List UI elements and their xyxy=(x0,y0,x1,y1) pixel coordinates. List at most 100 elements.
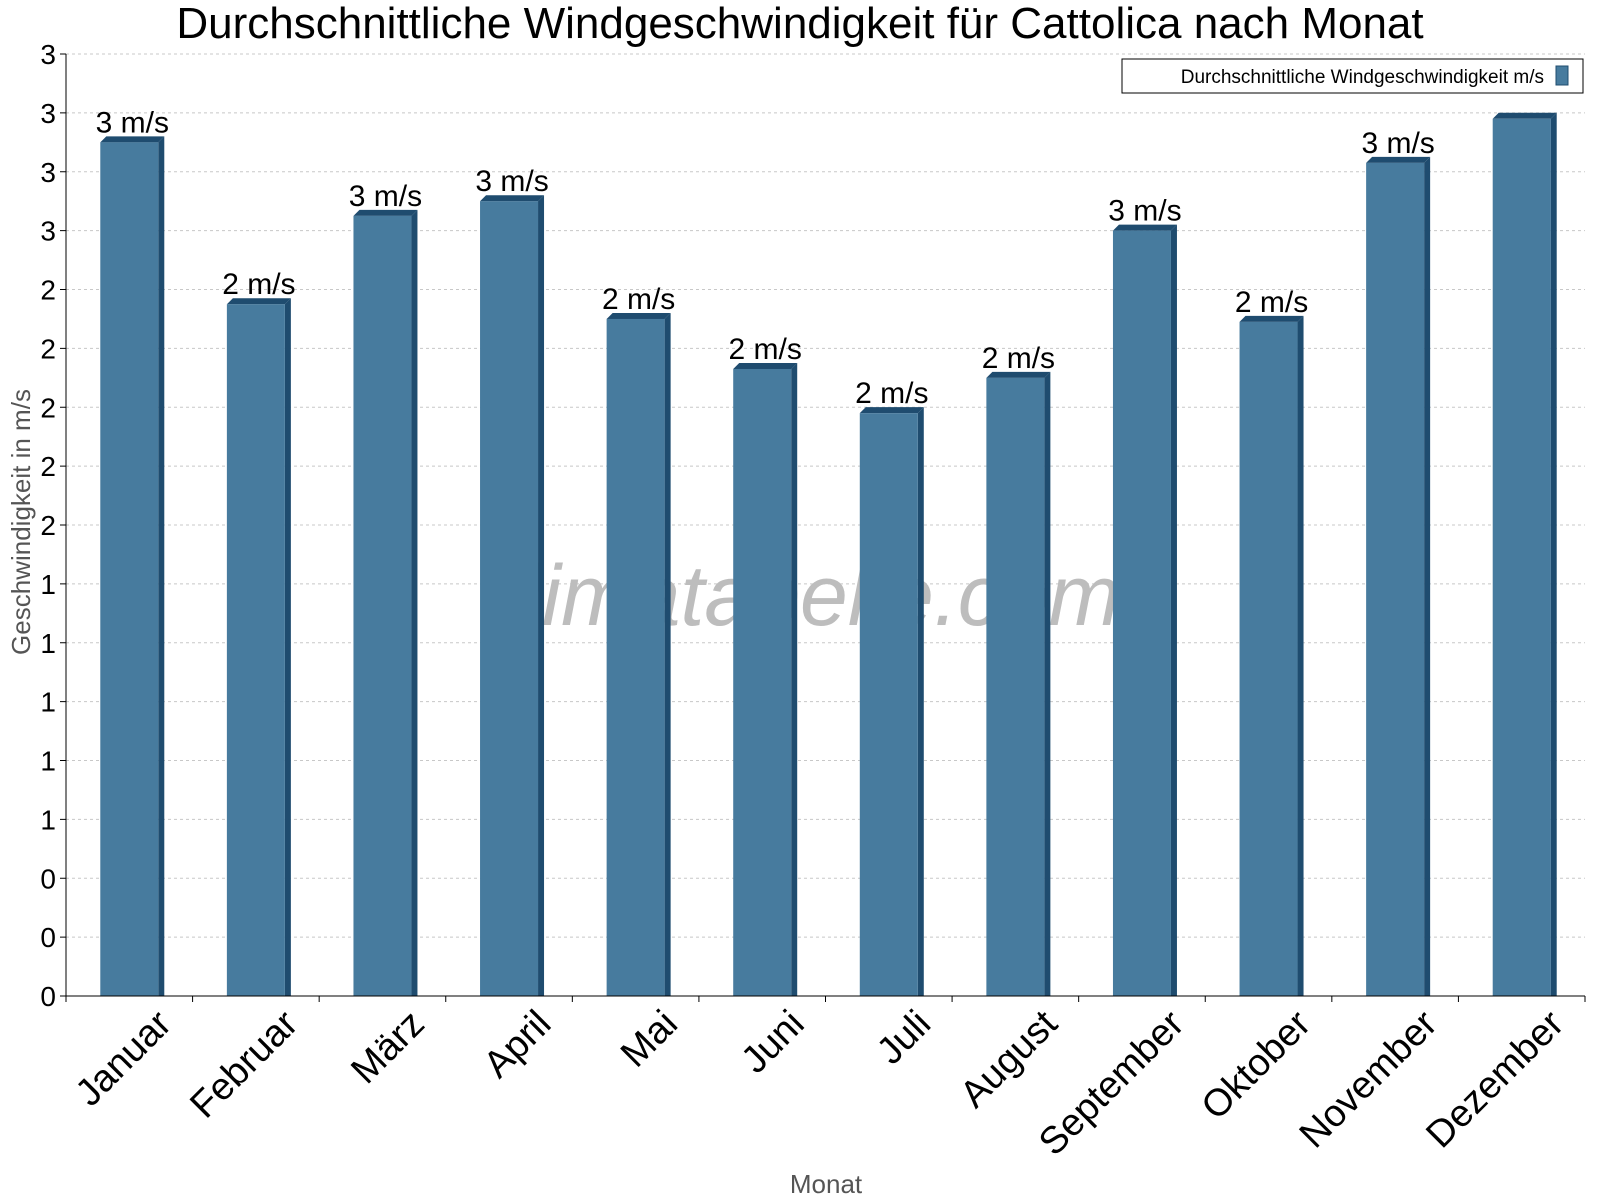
data-label: 2 m/s xyxy=(602,283,675,316)
y-tick-label: 0 xyxy=(40,863,56,894)
gridlines xyxy=(66,53,1585,938)
y-tick-label: 1 xyxy=(40,804,56,835)
bar-front xyxy=(480,201,539,996)
bar-front xyxy=(1492,118,1551,996)
y-tick-label: 2 xyxy=(40,392,56,423)
bar-side xyxy=(664,312,671,996)
bar-februar xyxy=(226,298,291,996)
x-tick-label: Mai xyxy=(613,1003,686,1076)
bar-front xyxy=(1239,321,1298,997)
bar-top xyxy=(226,298,291,305)
data-label: 2 m/s xyxy=(982,342,1055,375)
y-axis-ticks: 0 0 0 1 1 1 1 1 2 2 2 2 2 3 3 3 3 xyxy=(40,39,66,1012)
data-label: 2 m/s xyxy=(729,333,802,366)
bar-side xyxy=(1550,112,1557,996)
bar-front xyxy=(606,318,665,996)
bar-front xyxy=(733,368,792,996)
bar-top xyxy=(100,136,165,143)
y-tick-label: 0 xyxy=(40,981,56,1012)
bar-side xyxy=(538,195,545,996)
y-tick-label: 1 xyxy=(40,687,56,718)
data-label: 3 m/s xyxy=(349,180,422,213)
bar-top xyxy=(606,312,671,319)
bar-top xyxy=(1366,156,1431,163)
y-tick-label: 3 xyxy=(40,39,56,70)
x-tick-label: November xyxy=(1292,1002,1446,1156)
y-tick-label: 1 xyxy=(40,628,56,659)
bar-april xyxy=(480,195,545,996)
data-labels: 3 m/s 2 m/s 3 m/s 3 m/s 2 m/s 2 m/s 2 m/s 2 m/s… xyxy=(96,106,1435,410)
data-label: 2 m/s xyxy=(1235,286,1308,319)
chart-title: Durchschnittliche Windgeschwindigkeit fü… xyxy=(176,0,1423,48)
bar-side xyxy=(158,136,165,996)
bar-top xyxy=(733,362,798,369)
legend-swatch xyxy=(1555,65,1569,86)
bar-side xyxy=(284,298,291,996)
bar-august xyxy=(986,371,1051,996)
y-tick-label: 3 xyxy=(40,216,56,247)
bar-mai xyxy=(606,312,671,996)
x-tick-label: Januar xyxy=(68,1002,180,1114)
x-tick-label: August xyxy=(952,1002,1066,1116)
bar-top xyxy=(986,371,1051,378)
x-axis-ticks: Januar Februar März April Mai Juni Juli AugustS… xyxy=(65,996,1586,1164)
y-axis-label: Geschwindigkeit in m/s xyxy=(6,389,36,655)
x-tick-label: Juni xyxy=(734,1003,813,1082)
bar-januar xyxy=(100,136,165,996)
y-tick-label: 1 xyxy=(40,569,56,600)
y-tick-label: 3 xyxy=(40,98,56,129)
bar-juli xyxy=(859,407,924,996)
bar-side xyxy=(791,362,798,996)
bar-front xyxy=(226,304,285,996)
bar-top xyxy=(1239,315,1304,322)
bar-front xyxy=(353,215,412,996)
data-label: 2 m/s xyxy=(855,377,928,410)
x-tick-label: April xyxy=(476,1003,559,1086)
bar-side xyxy=(917,407,924,996)
bar-side xyxy=(1297,315,1304,997)
x-tick-label: Juli xyxy=(869,1003,939,1073)
bar-dezember xyxy=(1492,112,1557,996)
bar-front xyxy=(986,377,1045,996)
bar-juni xyxy=(733,362,798,996)
bar-top xyxy=(859,407,924,414)
x-tick-label: Februar xyxy=(182,1002,306,1126)
data-label: 3 m/s xyxy=(96,106,169,139)
bar-side xyxy=(1170,224,1177,996)
data-label: 2 m/s xyxy=(222,268,295,301)
bar-front xyxy=(1366,162,1425,996)
y-tick-label: 2 xyxy=(40,275,56,306)
data-label: 3 m/s xyxy=(1108,195,1181,228)
bar-top xyxy=(1492,112,1557,119)
bars xyxy=(100,112,1557,997)
bar-side xyxy=(1044,371,1051,996)
x-tick-label: März xyxy=(343,1003,432,1092)
legend: Durchschnittliche Windgeschwindigkeit m/… xyxy=(1121,58,1584,94)
legend-entry-label: Durchschnittliche Windgeschwindigkeit m/… xyxy=(1181,67,1544,88)
bar-side xyxy=(411,209,418,996)
data-label: 3 m/s xyxy=(475,165,548,198)
bar-oktober xyxy=(1239,315,1304,997)
x-axis-label: Monat xyxy=(790,1169,863,1199)
bar-märz xyxy=(353,209,418,996)
bar-top xyxy=(480,195,545,202)
data-label: 3 m/s xyxy=(1361,127,1434,160)
bar-side xyxy=(1424,156,1431,996)
bar-front xyxy=(859,413,918,996)
bar-front xyxy=(100,142,159,996)
y-tick-label: 2 xyxy=(40,451,56,482)
x-tick-label: Oktober xyxy=(1194,1002,1320,1128)
y-tick-label: 1 xyxy=(40,746,56,777)
x-tick-label: Dezember xyxy=(1418,1002,1572,1156)
y-tick-label: 0 xyxy=(40,922,56,953)
bar-september xyxy=(1112,224,1177,996)
bar-top xyxy=(1112,224,1177,231)
bar-top xyxy=(353,209,418,216)
bar-november xyxy=(1366,156,1431,996)
legend-box xyxy=(1121,58,1584,94)
y-tick-label: 3 xyxy=(40,157,56,188)
y-tick-label: 2 xyxy=(40,510,56,541)
y-tick-label: 2 xyxy=(40,333,56,364)
bar-front xyxy=(1112,230,1171,996)
